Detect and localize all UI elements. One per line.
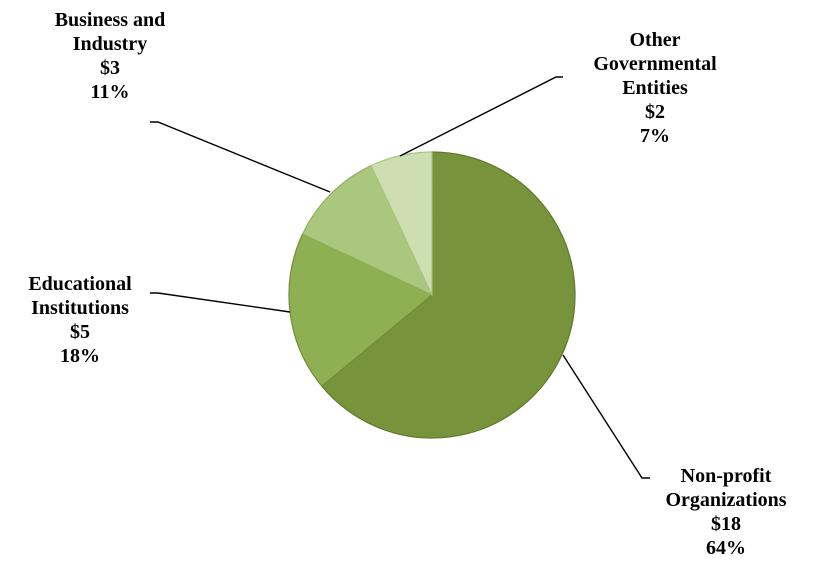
data-label-name-line: Governmental: [593, 53, 717, 75]
data-label-amount: $3: [100, 57, 120, 79]
data-label-name-line: Non-profit: [681, 465, 772, 487]
leader-line-educational: [150, 292, 291, 313]
data-label-name-line: Institutions: [31, 297, 129, 319]
data-label-nonprofit: Non-profit Organizations $18 64%: [665, 465, 786, 559]
data-label-amount: $18: [711, 513, 741, 535]
leader-line-othergov: [399, 76, 563, 157]
data-label-percent: 7%: [640, 125, 670, 147]
data-label-percent: 64%: [706, 537, 746, 559]
pie-slices: [288, 151, 576, 439]
data-label-business: Business and Industry $3 11%: [55, 9, 166, 103]
pie-slice-business[interactable]: [301, 164, 434, 297]
data-label-amount: $5: [70, 321, 90, 343]
data-label-name-line: Educational: [28, 273, 132, 295]
data-label-name-line: Entities: [622, 77, 688, 99]
data-label-name-line: Business and: [55, 9, 166, 31]
leader-line-nonprofit: [562, 354, 650, 479]
data-label-name-line: Industry: [73, 33, 147, 55]
data-label-percent: 18%: [60, 345, 100, 367]
leader-lines: [150, 76, 650, 479]
data-label-amount: $2: [645, 101, 665, 123]
data-label-educational: Educational Institutions $5 18%: [28, 273, 132, 367]
data-label-name-line: Other: [629, 29, 680, 51]
leader-line-business: [150, 121, 331, 193]
pie-slice-educational[interactable]: [288, 233, 434, 387]
data-label-name-line: Organizations: [665, 489, 786, 511]
data-label-othergov: Other Governmental Entities $2 7%: [593, 29, 717, 147]
data-label-percent: 11%: [91, 81, 130, 103]
data-labels: Non-profit Organizations $18 64% Educational…: [28, 9, 786, 559]
pie-slice-nonprofit[interactable]: [320, 151, 576, 439]
